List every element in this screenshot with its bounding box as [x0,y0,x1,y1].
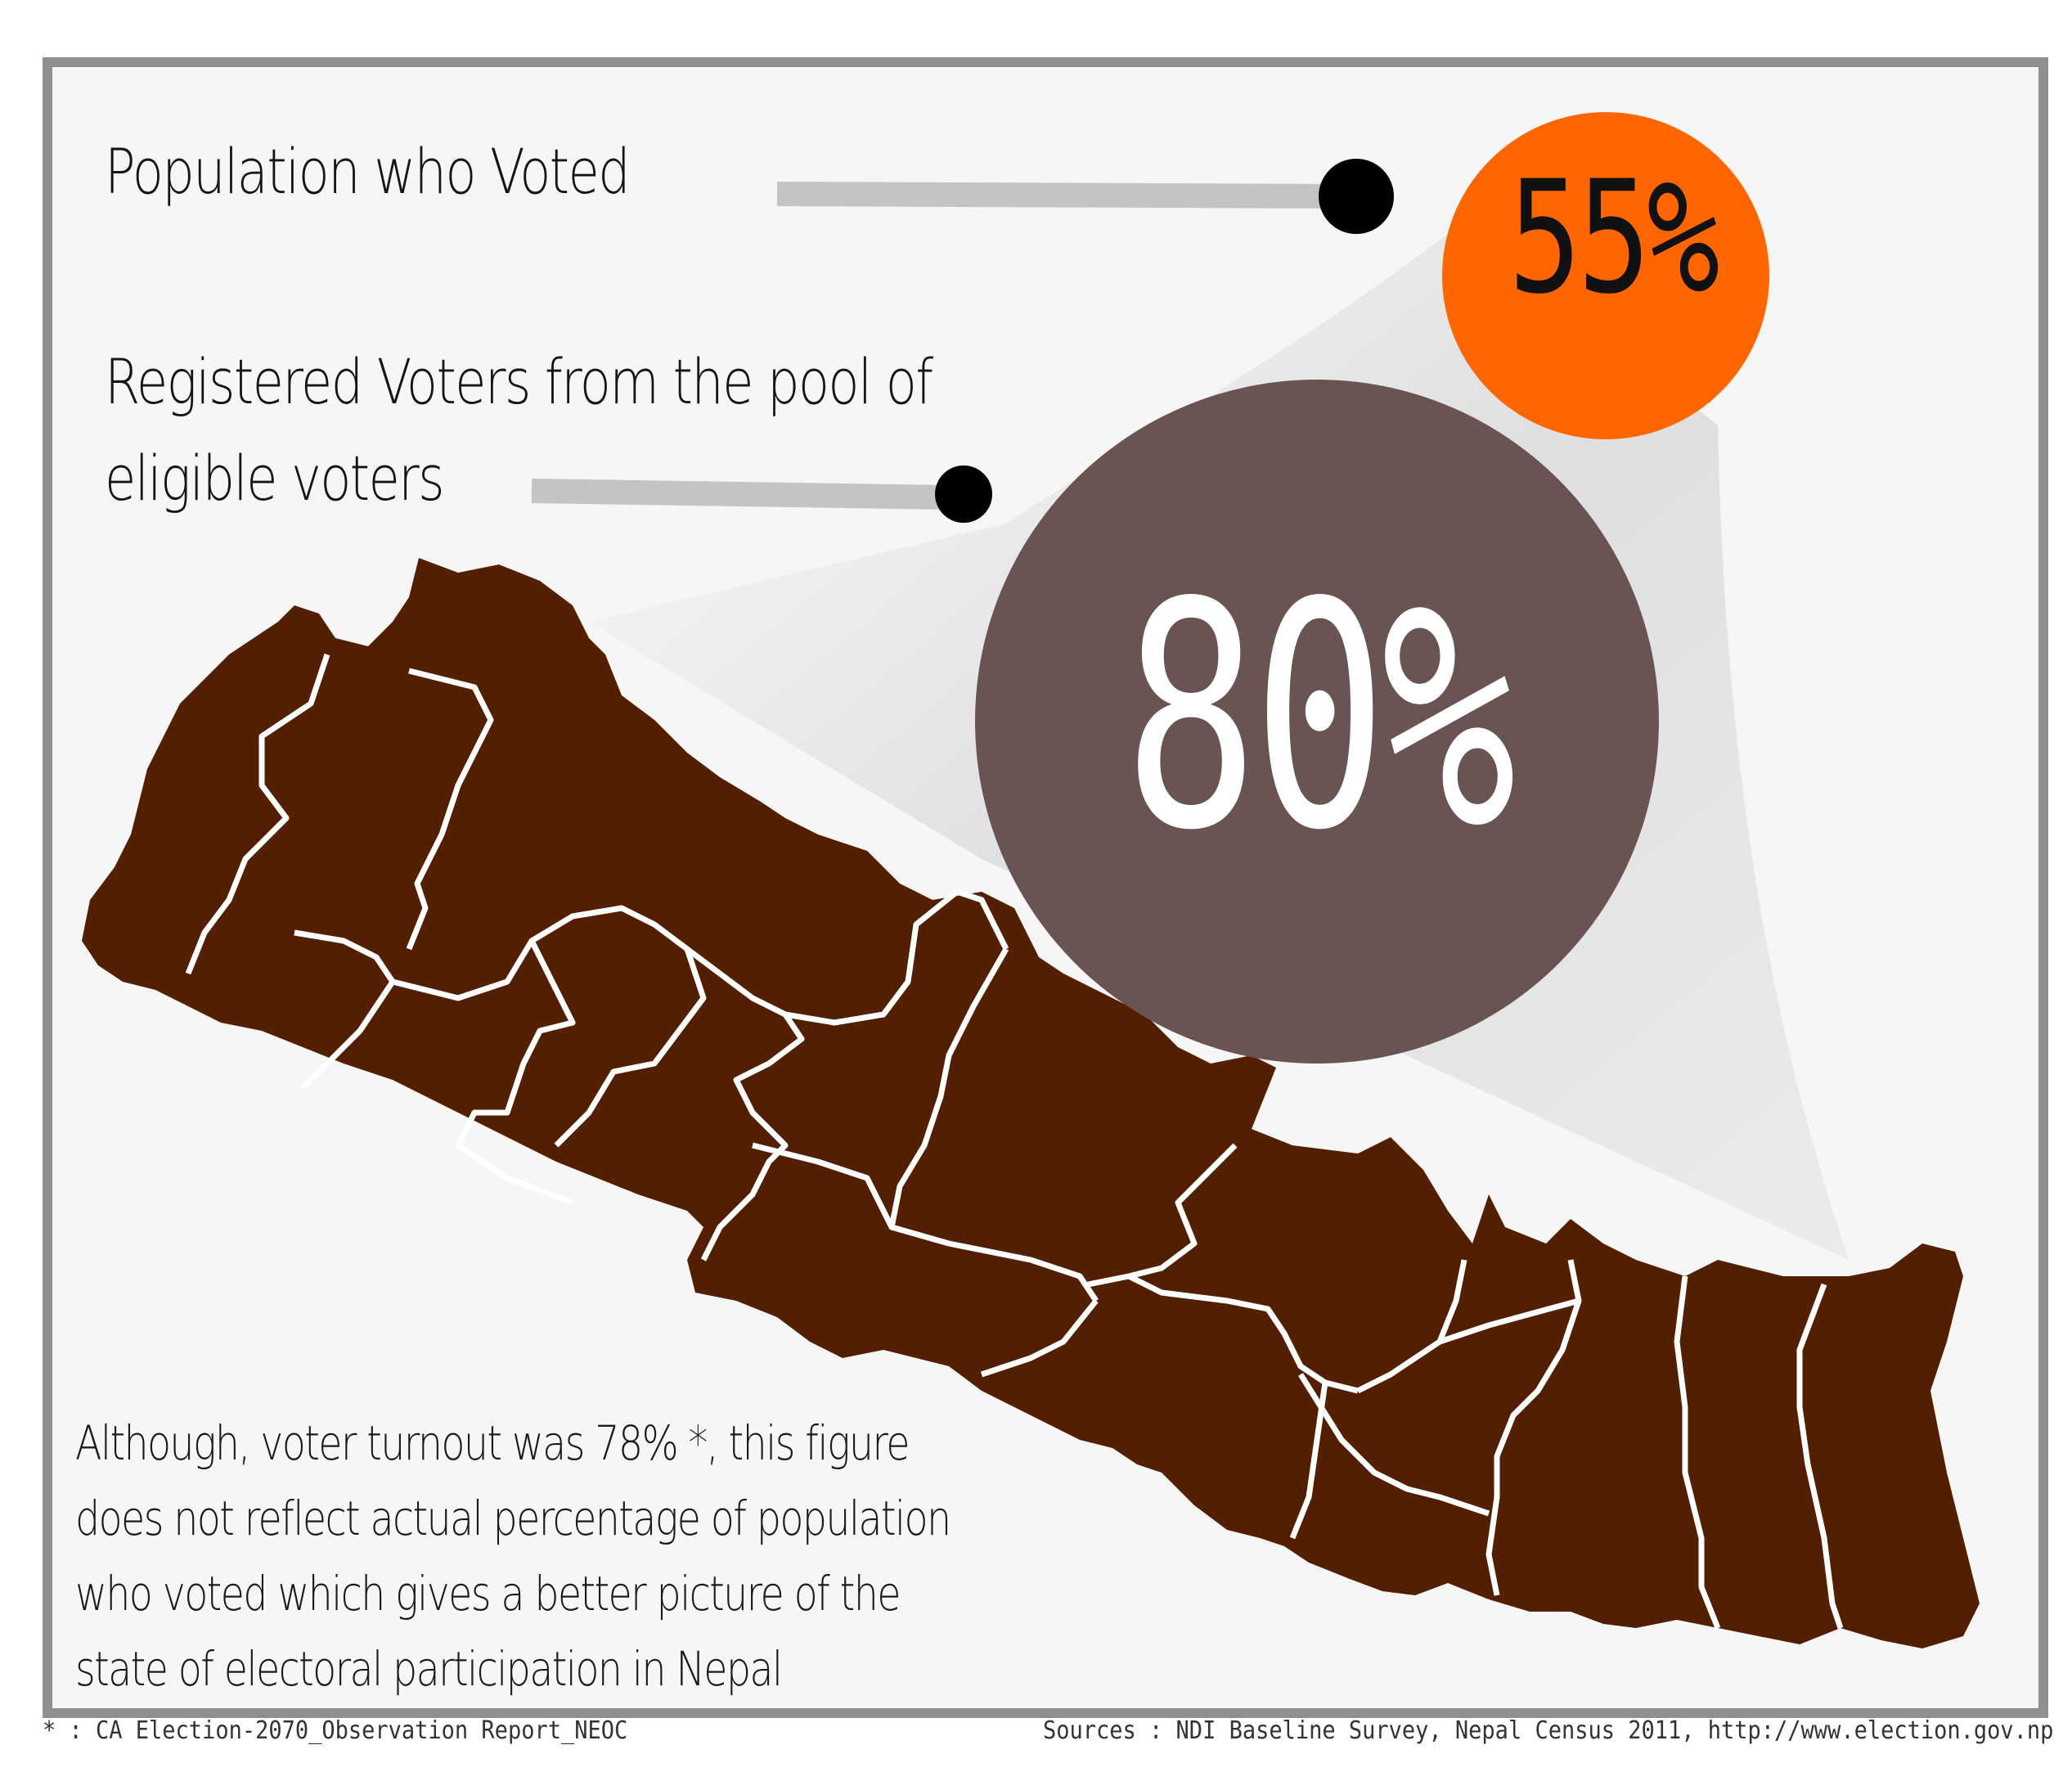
population-voted-circle [1442,112,1769,439]
note-line-2: does not reflect actual percentage of po… [75,1491,951,1546]
registered-voters-circle [975,380,1659,1064]
registered-connector-line [531,479,950,510]
turnout-note: Although, voter turnout was 78% *, this … [75,1405,951,1707]
note-line-4: state of electoral participation in Nepa… [75,1641,783,1697]
note-line-1: Although, voter turnout was 78% *, this … [75,1415,910,1471]
footnote: * : CA Election-2070_Observation Report_… [43,1716,628,1745]
registered-voters-label: Registered Voters from the pool of eligi… [105,334,933,527]
registered-label-line2: eligible voters [105,442,445,515]
sources: Sources : NDI Baseline Survey, Nepal Cen… [1043,1716,2054,1745]
voted-connector-dot [1319,159,1394,234]
registered-label-line1: Registered Voters from the pool of [105,345,933,418]
registered-connector-dot [935,465,992,523]
registered-voters-value: 80% [1123,536,1517,898]
note-line-3: who voted which gives a better picture o… [75,1566,901,1621]
nepal-map-icon [82,558,1980,1648]
population-voted-label: Population who Voted [105,135,631,208]
population-voted-value: 55% [1508,147,1719,328]
voted-connector-line [776,182,1351,209]
